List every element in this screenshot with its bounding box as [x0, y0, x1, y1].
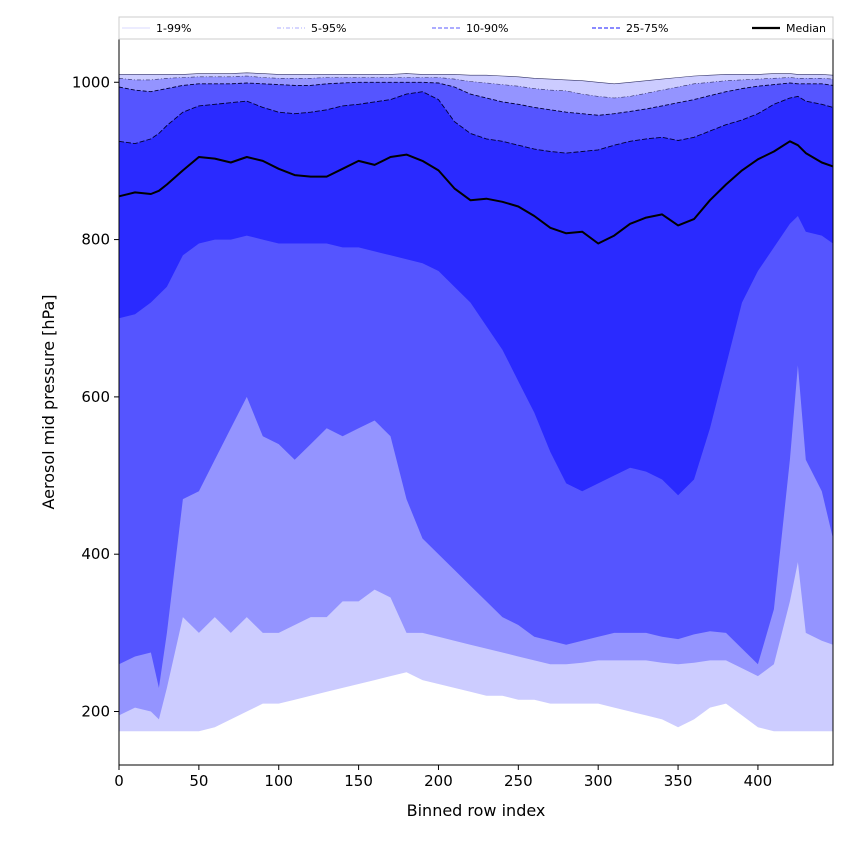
- legend-label-1: 5-95%: [311, 22, 346, 35]
- x-tick-label-150: 150: [344, 772, 373, 790]
- legend: 1-99% 5-95% 10-90% 25-75% Median: [118, 16, 834, 40]
- legend-label-0: 1-99%: [156, 22, 191, 35]
- x-tick-label-400: 400: [744, 772, 773, 790]
- legend-label-4: Median: [786, 22, 826, 35]
- median-line: [118, 140, 834, 245]
- band-25-75: [119, 91, 833, 496]
- band-upper-edge-1-99: [119, 72, 834, 85]
- x-axis: 0 50 100 150 200 250 300 350 400: [114, 765, 772, 790]
- x-tick-label-0: 0: [114, 772, 124, 790]
- y-tick-label-1000: 1000: [72, 73, 110, 91]
- y-axis: 200 400 600 800 1000: [72, 73, 119, 721]
- x-tick-label-250: 250: [504, 772, 533, 790]
- band-upper-edge-10-90: [118, 81, 834, 116]
- x-tick-label-50: 50: [189, 772, 208, 790]
- y-tick-label-800: 800: [81, 231, 110, 249]
- band-upper-edge-5-95: [118, 75, 834, 99]
- y-tick-label-600: 600: [81, 388, 110, 406]
- y-axis-title: Aerosol mid pressure [hPa]: [39, 294, 58, 509]
- band-upper-edge-25-75: [118, 91, 834, 154]
- x-axis-title: Binned row index: [407, 801, 546, 820]
- legend-box: [118, 16, 834, 40]
- x-tick-label-100: 100: [264, 772, 293, 790]
- legend-label-2: 10-90%: [466, 22, 508, 35]
- y-tick-label-400: 400: [81, 545, 110, 563]
- x-tick-label-200: 200: [424, 772, 453, 790]
- x-tick-label-350: 350: [664, 772, 693, 790]
- x-tick-label-300: 300: [584, 772, 613, 790]
- median-layer: [118, 140, 834, 245]
- percentile-bands: [118, 72, 834, 732]
- legend-label-3: 25-75%: [626, 22, 668, 35]
- y-tick-label-200: 200: [81, 703, 110, 721]
